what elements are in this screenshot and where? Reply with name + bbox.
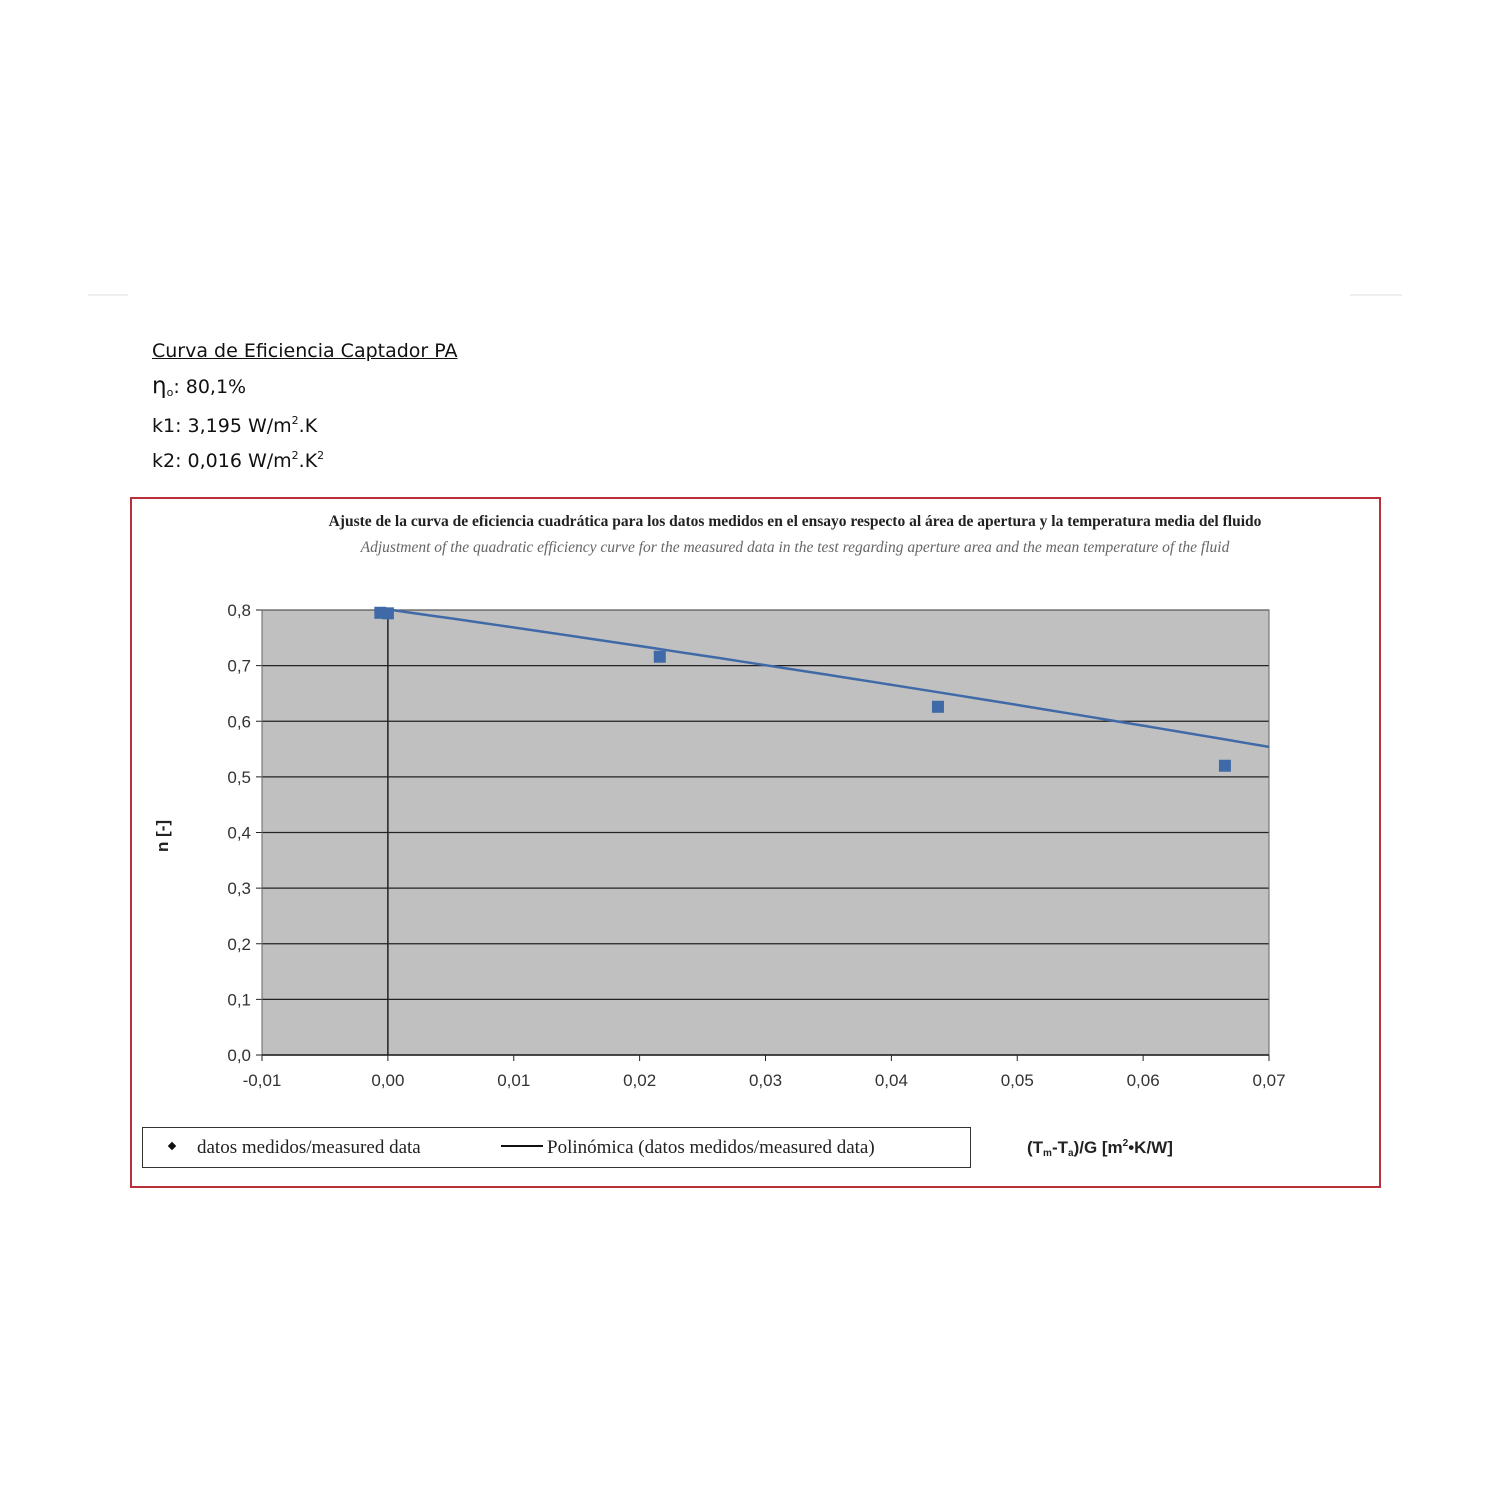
y-tick-label: 0,0 [227,1046,251,1065]
k2-row: k2: 0,016 W/m2.K2 [152,441,458,476]
x-axis-title-sup: 2 [1122,1138,1129,1149]
chart-legend: datos medidos/measured data Polinómica (… [142,1127,971,1168]
x-axis-title-part: -T [1051,1138,1068,1157]
x-axis-title-sub-a: a [1068,1148,1074,1159]
x-axis-title-part: )/G [m [1073,1138,1123,1157]
chart-subtitle: Adjustment of the quadratic efficiency c… [360,539,1230,556]
x-tick-label: 0,00 [371,1071,404,1090]
page-edge-line-left [88,294,128,296]
y-tick-label: 0,8 [227,601,251,620]
eta-subscript: o [166,386,174,399]
eta-value: : 80,1% [173,376,247,398]
x-tick-label: 0,07 [1252,1071,1285,1090]
x-tick-label: 0,01 [497,1071,530,1090]
chart-title: Ajuste de la curva de eficiencia cuadrát… [328,513,1262,530]
y-tick-label: 0,4 [227,824,251,843]
k2-superscript: 2 [291,449,299,462]
curve-title: Curva de Eficiencia Captador PA [152,340,458,362]
eta-symbol: η [152,373,167,399]
fit-curve [387,608,1270,749]
k2-unit: .K [298,450,318,472]
legend-label-measured: datos medidos/measured data [197,1137,421,1158]
x-tick-label: 0,05 [1001,1071,1034,1090]
x-axis-title-part: (T [1027,1138,1044,1157]
eta-row: ηo: 80,1% [152,371,458,406]
k1-row: k1: 3,195 W/m2.K [152,406,458,441]
x-tick-label: 0,03 [749,1071,782,1090]
y-tick-label: 0,2 [227,935,251,954]
k2-superscript-2: 2 [317,449,325,462]
x-tick-label: 0,04 [875,1071,908,1090]
page-edge-line-right [1350,294,1402,296]
data-point [1218,759,1231,772]
y-tick-label: 0,5 [227,768,251,787]
y-tick-label: 0,7 [227,657,251,676]
legend-marker-measured [167,1141,177,1151]
legend-label-polynomial: Polinómica (datos medidos/measured data) [547,1137,875,1158]
y-axis-title: n [-] [153,820,172,852]
x-tick-label: 0,02 [623,1071,656,1090]
legend-line-polynomial [501,1145,543,1147]
k2-label: k2: 0,016 W/m [152,450,292,472]
x-tick-label: 0,06 [1127,1071,1160,1090]
y-tick-label: 0,6 [227,712,251,731]
y-tick-label: 0,3 [227,879,251,898]
k1-superscript: 2 [291,414,299,427]
data-point [381,607,394,620]
legend-item-polynomial: Polinómica (datos medidos/measured data) [501,1137,875,1159]
data-point [653,650,666,663]
k1-unit: .K [298,415,318,437]
data-point [931,700,944,713]
x-axis-title-part: •K/W] [1128,1138,1173,1157]
x-axis-title-sub-m: m [1043,1148,1052,1159]
k1-label: k1: 3,195 W/m [152,415,292,437]
x-axis-title: (Tm-Ta)/G [m2•K/W] [1027,1138,1173,1159]
y-tick-label: 0,1 [227,990,251,1009]
legend-item-measured: datos medidos/measured data [167,1137,421,1159]
efficiency-header: Curva de Eficiencia Captador PA ηo: 80,1… [152,336,458,476]
x-tick-label: -0,01 [243,1071,282,1090]
